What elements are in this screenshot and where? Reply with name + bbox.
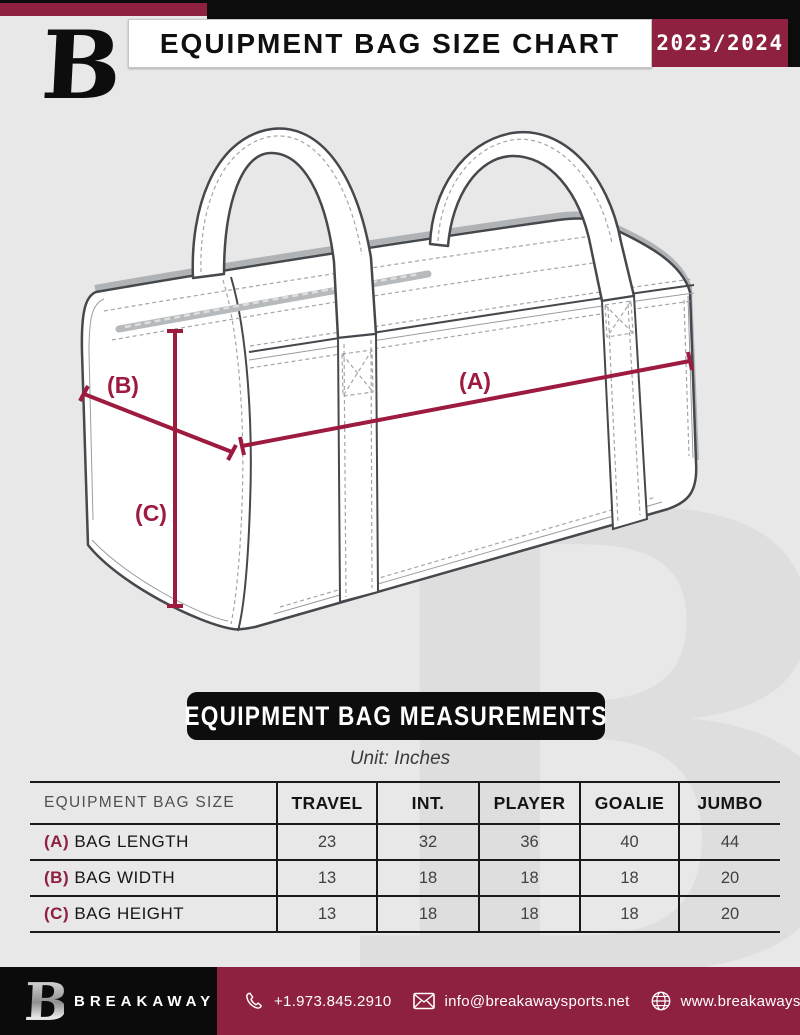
- table-row-bag-width: (B) BAG WIDTH 13 18 18 18 20: [30, 859, 780, 896]
- col-header-travel: TRAVEL: [276, 781, 377, 824]
- season-label: 2023/2024: [656, 31, 784, 55]
- left-handle: [191, 127, 378, 340]
- front-seam: [248, 284, 695, 353]
- value-width-int: 18: [376, 859, 479, 896]
- website-url: www.breakawaysports.net: [680, 992, 800, 1010]
- header-black-strip: [0, 0, 207, 3]
- row-label-bag-height: BAG HEIGHT: [74, 904, 185, 923]
- header-logo-glyph: B: [40, 22, 120, 106]
- phone-icon: [246, 992, 262, 1009]
- zipper-braid: [115, 270, 432, 333]
- right-handle-stitch: [437, 138, 613, 244]
- season-badge: 2023/2024: [652, 19, 788, 67]
- table-header-row: EQUIPMENT BAG SIZE TRAVEL INT. PLAYER GO…: [30, 781, 780, 824]
- right-handle: [428, 130, 636, 303]
- dim-label-a: (A): [459, 368, 491, 394]
- bag-panel-seam: [230, 276, 252, 632]
- right-strap-stitch-b: [627, 303, 641, 516]
- table-row-bag-height: (C) BAG HEIGHT 13 18 18 18 20: [30, 895, 780, 933]
- email-contact[interactable]: info@breakawaysports.net: [412, 991, 630, 1011]
- bag-panel-seam-stitch: [222, 279, 244, 625]
- phone-contact[interactable]: +1.973.845.2910: [243, 990, 392, 1012]
- right-edge-stitch: [683, 299, 690, 457]
- footer-brand-block: B BREAKAWAY: [0, 967, 217, 1035]
- page-title: EQUIPMENT BAG SIZE CHART: [159, 27, 621, 59]
- page-title-box: EQUIPMENT BAG SIZE CHART: [128, 19, 652, 68]
- footer-logo-glyph: B: [24, 975, 64, 1027]
- table-row-bag-length: (A) BAG LENGTH 23 32 36 40 44: [30, 823, 780, 860]
- row-label-bag-width: BAG WIDTH: [74, 868, 176, 887]
- zipper-braid-highlight: [124, 272, 421, 329]
- left-strap: [336, 332, 380, 604]
- right-edge-inner: [687, 295, 694, 459]
- col-header-goalie: GOALIE: [579, 781, 679, 824]
- value-height-travel: 13: [276, 895, 377, 933]
- value-length-int: 32: [376, 823, 479, 860]
- col-header-player: PLAYER: [478, 781, 580, 824]
- x-stitch-left: [341, 349, 374, 397]
- footer-b-logo: B: [24, 975, 64, 1027]
- zipper-stitch-top: [103, 234, 601, 312]
- phone-number: +1.973.845.2910: [274, 992, 392, 1010]
- size-table: EQUIPMENT BAG SIZE TRAVEL INT. PLAYER GO…: [30, 781, 780, 933]
- value-length-jumbo: 44: [678, 823, 780, 860]
- dim-label-b: (B): [107, 372, 139, 398]
- value-width-player: 18: [478, 859, 580, 896]
- breakaway-b-logo: B: [39, 11, 124, 121]
- value-height-player: 18: [478, 895, 580, 933]
- table-size-header: EQUIPMENT BAG SIZE: [30, 781, 277, 824]
- right-strap-stitch-a: [607, 306, 619, 525]
- value-width-jumbo: 20: [678, 859, 780, 896]
- bag-left-panel-bottom-inner: [91, 539, 229, 622]
- value-width-travel: 13: [276, 859, 377, 896]
- row-key-b: (B): [44, 868, 70, 887]
- value-length-travel: 23: [276, 823, 377, 860]
- bag-left-panel-bottom: [87, 544, 234, 630]
- left-strap-stitch-a: [343, 343, 347, 598]
- bag-left-panel-inner: [88, 298, 105, 521]
- value-length-player: 36: [478, 823, 580, 860]
- header-maroon-strip: [0, 3, 207, 16]
- dim-label-c: (C): [135, 500, 167, 526]
- envelope-icon: [412, 992, 435, 1010]
- measurements-banner-label: EQUIPMENT BAG MEASUREMENTS: [184, 700, 608, 731]
- unit-note: Unit: Inches: [349, 748, 451, 769]
- dimension-arrows: [78, 329, 694, 608]
- arrow-a: [241, 359, 691, 448]
- website-contact[interactable]: www.breakawaysports.net: [650, 990, 800, 1012]
- arrow-b: [83, 392, 233, 454]
- value-length-goalie: 40: [579, 823, 679, 860]
- left-handle-stitch: [200, 135, 363, 273]
- bag-top-piping: [94, 211, 699, 461]
- value-height-jumbo: 20: [678, 895, 780, 933]
- bottom-inner: [273, 501, 663, 615]
- right-strap: [600, 294, 649, 531]
- row-key-c: (C): [44, 904, 70, 923]
- col-header-int: INT.: [376, 781, 479, 824]
- row-key-a: (A): [44, 832, 70, 851]
- value-width-goalie: 18: [579, 859, 679, 896]
- front-seam-inner: [248, 292, 695, 361]
- col-header-jumbo: JUMBO: [678, 781, 780, 824]
- footer: B BREAKAWAY +1.973.845.2910 info@breakaw…: [0, 967, 800, 1035]
- measurements-banner: EQUIPMENT BAG MEASUREMENTS: [184, 692, 608, 740]
- footer-brand-name: BREAKAWAY: [74, 992, 216, 1010]
- left-strap-stitch-b: [370, 339, 373, 589]
- x-stitch-right: [604, 300, 634, 338]
- value-height-goalie: 18: [579, 895, 679, 933]
- row-label-bag-length: BAG LENGTH: [74, 832, 189, 851]
- value-height-int: 18: [376, 895, 479, 933]
- email-address: info@breakawaysports.net: [444, 992, 630, 1010]
- globe-icon: [651, 991, 670, 1011]
- footer-contacts: +1.973.845.2910 info@breakawaysports.net…: [217, 967, 800, 1035]
